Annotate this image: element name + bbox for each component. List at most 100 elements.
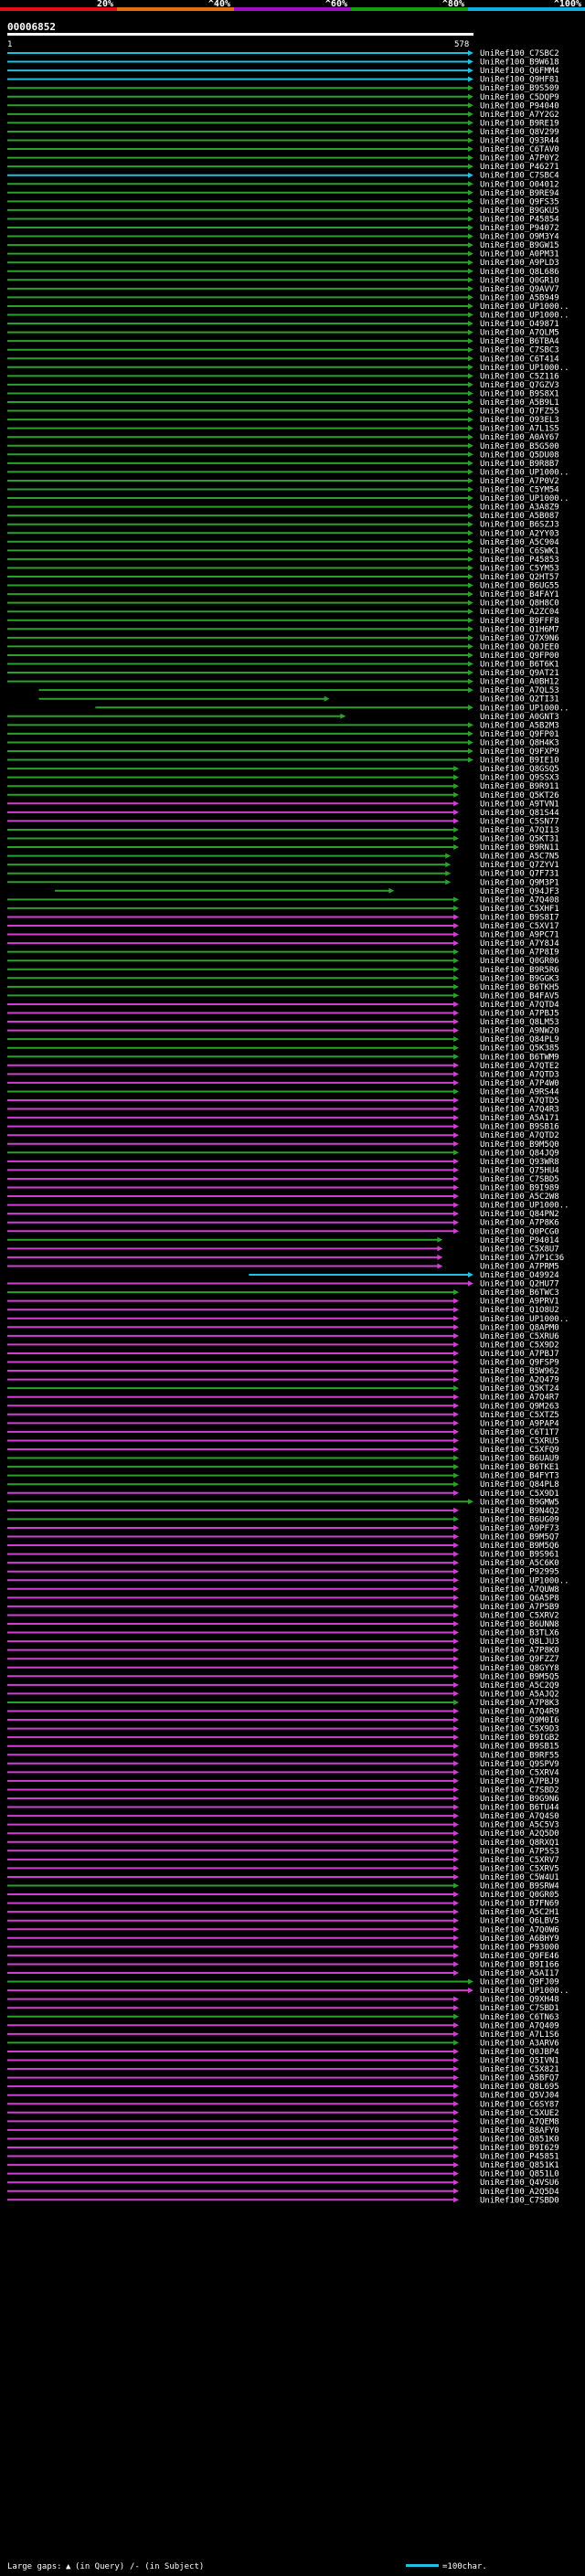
hit-row[interactable]: UniRef100_B6UG55 bbox=[7, 582, 559, 591]
hit-row[interactable]: UniRef100_A5C904 bbox=[7, 538, 559, 547]
hit-row[interactable]: UniRef100_A9TVN1 bbox=[7, 800, 559, 809]
hit-label[interactable]: UniRef100_UP1000.. bbox=[480, 1987, 569, 1996]
hit-row[interactable]: UniRef100_Q1O8U2 bbox=[7, 1306, 559, 1315]
hit-label[interactable]: UniRef100_Q9FZZ7 bbox=[480, 1655, 559, 1664]
hit-row[interactable]: UniRef100_A9PRV1 bbox=[7, 1298, 559, 1307]
hit-label[interactable]: UniRef100_C5XRV5 bbox=[480, 1864, 559, 1873]
hit-row[interactable]: UniRef100_C5XFQ9 bbox=[7, 1446, 559, 1455]
hit-label[interactable]: UniRef100_B9RF55 bbox=[480, 1751, 559, 1760]
hit-label[interactable]: UniRef100_P94040 bbox=[480, 101, 559, 111]
hit-label[interactable]: UniRef100_Q9M3P1 bbox=[480, 878, 559, 887]
hit-label[interactable]: UniRef100_B6TWC3 bbox=[480, 1288, 559, 1298]
hit-label[interactable]: UniRef100_B9IGB2 bbox=[480, 1733, 559, 1743]
hit-label[interactable]: UniRef100_B9SRW4 bbox=[480, 1882, 559, 1892]
hit-label[interactable]: UniRef100_O93EL3 bbox=[480, 416, 559, 425]
hit-label[interactable]: UniRef100_C7SBC4 bbox=[480, 172, 559, 181]
hit-label[interactable]: UniRef100_A2Q479 bbox=[480, 1376, 559, 1385]
hit-row[interactable]: UniRef100_A7PBJ7 bbox=[7, 1350, 559, 1359]
hit-row[interactable]: UniRef100_B4FAY1 bbox=[7, 590, 559, 599]
hit-row[interactable]: UniRef100_C5X821 bbox=[7, 2065, 559, 2074]
hit-label[interactable]: UniRef100_Q2TI31 bbox=[480, 695, 559, 705]
hit-label[interactable]: UniRef100_B6SZJ3 bbox=[480, 521, 559, 530]
hit-row[interactable]: UniRef100_C5XRV4 bbox=[7, 1768, 559, 1777]
hit-label[interactable]: UniRef100_C6TAV0 bbox=[480, 145, 559, 154]
hit-row[interactable]: UniRef100_Q8H8C0 bbox=[7, 599, 559, 609]
hit-label[interactable]: UniRef100_Q5KT26 bbox=[480, 791, 559, 800]
hit-label[interactable]: UniRef100_A7PBJ7 bbox=[480, 1350, 559, 1359]
hit-row[interactable]: UniRef100_Q8RXQ1 bbox=[7, 1839, 559, 1848]
hit-label[interactable]: UniRef100_Q6A5P8 bbox=[480, 1594, 559, 1603]
hit-row[interactable]: UniRef100_C7SBC4 bbox=[7, 172, 559, 181]
hit-row[interactable]: UniRef100_B9I629 bbox=[7, 2144, 559, 2153]
hit-row[interactable]: UniRef100_C6T414 bbox=[7, 355, 559, 364]
hit-label[interactable]: UniRef100_Q2HU77 bbox=[480, 1280, 559, 1289]
hit-row[interactable]: UniRef100_A2Q479 bbox=[7, 1376, 559, 1385]
hit-row[interactable]: UniRef100_C5XRV5 bbox=[7, 1864, 559, 1873]
hit-row[interactable]: UniRef100_Q8H4K3 bbox=[7, 738, 559, 747]
hit-label[interactable]: UniRef100_A7QUW8 bbox=[480, 1585, 559, 1595]
hit-row[interactable]: UniRef100_A7QEM8 bbox=[7, 2117, 559, 2126]
hit-label[interactable]: UniRef100_A7P0V2 bbox=[480, 477, 559, 486]
hit-label[interactable]: UniRef100_O04012 bbox=[480, 180, 559, 189]
hit-label[interactable]: UniRef100_A5C6K0 bbox=[480, 1559, 559, 1568]
hit-row[interactable]: UniRef100_A9PLD3 bbox=[7, 259, 559, 268]
hit-label[interactable]: UniRef100_C5DQP9 bbox=[480, 93, 559, 102]
hit-label[interactable]: UniRef100_A9PC71 bbox=[480, 931, 559, 940]
hit-label[interactable]: UniRef100_Q94JF3 bbox=[480, 887, 559, 896]
hit-row[interactable]: UniRef100_Q9SSX3 bbox=[7, 774, 559, 783]
hit-row[interactable]: UniRef100_B9SB16 bbox=[7, 1123, 559, 1132]
hit-row[interactable]: UniRef100_C5XV17 bbox=[7, 922, 559, 931]
hit-row[interactable]: UniRef100_Q5VJ04 bbox=[7, 2092, 559, 2101]
hit-label[interactable]: UniRef100_B9M5Q6 bbox=[480, 1542, 559, 1551]
hit-row[interactable]: UniRef100_C7SBC2 bbox=[7, 49, 559, 58]
hit-row[interactable]: UniRef100_C5X9D2 bbox=[7, 1341, 559, 1350]
hit-label[interactable]: UniRef100_A7QI13 bbox=[480, 826, 559, 835]
hit-row[interactable]: UniRef100_A3ARV6 bbox=[7, 2039, 559, 2048]
hit-label[interactable]: UniRef100_A5C2Q9 bbox=[480, 1681, 559, 1691]
hit-label[interactable]: UniRef100_A2ZC04 bbox=[480, 608, 559, 617]
hit-row[interactable]: UniRef100_B6TKE1 bbox=[7, 1463, 559, 1472]
hit-row[interactable]: UniRef100_B9W618 bbox=[7, 58, 559, 68]
hit-label[interactable]: UniRef100_A7Q4R3 bbox=[480, 1106, 559, 1115]
hit-row[interactable]: UniRef100_Q6LBV5 bbox=[7, 1917, 559, 1926]
hit-label[interactable]: UniRef100_B9SB15 bbox=[480, 1743, 559, 1752]
hit-row[interactable]: UniRef100_A7L1S6 bbox=[7, 2030, 559, 2040]
hit-label[interactable]: UniRef100_UP1000.. bbox=[480, 302, 569, 312]
hit-label[interactable]: UniRef100_A7QEM8 bbox=[480, 2117, 559, 2126]
hit-row[interactable]: UniRef100_B5G500 bbox=[7, 442, 559, 451]
hit-label[interactable]: UniRef100_P92995 bbox=[480, 1568, 559, 1577]
hit-row[interactable]: UniRef100_A9NW20 bbox=[7, 1027, 559, 1036]
hit-row[interactable]: UniRef100_Q8L686 bbox=[7, 268, 559, 277]
hit-label[interactable]: UniRef100_B9S8I7 bbox=[480, 913, 559, 922]
hit-row[interactable]: UniRef100_A5A171 bbox=[7, 1114, 559, 1123]
hit-row[interactable]: UniRef100_Q81S44 bbox=[7, 809, 559, 818]
hit-label[interactable]: UniRef100_B9GMW5 bbox=[480, 1498, 559, 1507]
hit-label[interactable]: UniRef100_P45853 bbox=[480, 556, 559, 565]
hit-row[interactable]: UniRef100_Q5K385 bbox=[7, 1044, 559, 1054]
hit-label[interactable]: UniRef100_Q0PCG0 bbox=[480, 1227, 559, 1236]
hit-row[interactable]: UniRef100_A7P1C36 bbox=[7, 1254, 564, 1263]
hit-row[interactable]: UniRef100_A7QTD4 bbox=[7, 1001, 559, 1010]
hit-label[interactable]: UniRef100_B6UNN8 bbox=[480, 1620, 559, 1629]
hit-row[interactable]: UniRef100_A7QTD2 bbox=[7, 1131, 559, 1140]
hit-row[interactable]: UniRef100_Q6A5P8 bbox=[7, 1594, 559, 1603]
hit-label[interactable]: UniRef100_Q4VSU6 bbox=[480, 2178, 559, 2188]
hit-label[interactable]: UniRef100_A7QL53 bbox=[480, 686, 559, 695]
hit-label[interactable]: UniRef100_B9S8X1 bbox=[480, 389, 559, 398]
hit-label[interactable]: UniRef100_Q9FS35 bbox=[480, 197, 559, 207]
hit-row[interactable]: UniRef100_Q5KT24 bbox=[7, 1384, 559, 1394]
hit-label[interactable]: UniRef100_A5C7N5 bbox=[480, 853, 559, 862]
hit-label[interactable]: UniRef100_C5YM53 bbox=[480, 564, 559, 573]
hit-row[interactable]: UniRef100_Q8LJU3 bbox=[7, 1638, 559, 1647]
hit-label[interactable]: UniRef100_A7Q409 bbox=[480, 2021, 559, 2030]
hit-label[interactable]: UniRef100_A7Y8J4 bbox=[480, 939, 559, 949]
hit-label[interactable]: UniRef100_A5A171 bbox=[480, 1114, 559, 1123]
hit-label[interactable]: UniRef100_A7PBJ9 bbox=[480, 1777, 559, 1786]
hit-row[interactable]: UniRef100_UP1000.. bbox=[7, 494, 569, 504]
hit-row[interactable]: UniRef100_Q5KT26 bbox=[7, 791, 559, 800]
hit-label[interactable]: UniRef100_Q1O8U2 bbox=[480, 1306, 559, 1315]
hit-row[interactable]: UniRef100_A5B2M3 bbox=[7, 721, 559, 730]
hit-row[interactable]: UniRef100_B9GW15 bbox=[7, 241, 559, 250]
hit-label[interactable]: UniRef100_A7QLM5 bbox=[480, 329, 559, 338]
hit-label[interactable]: UniRef100_Q6LBV5 bbox=[480, 1917, 559, 1926]
